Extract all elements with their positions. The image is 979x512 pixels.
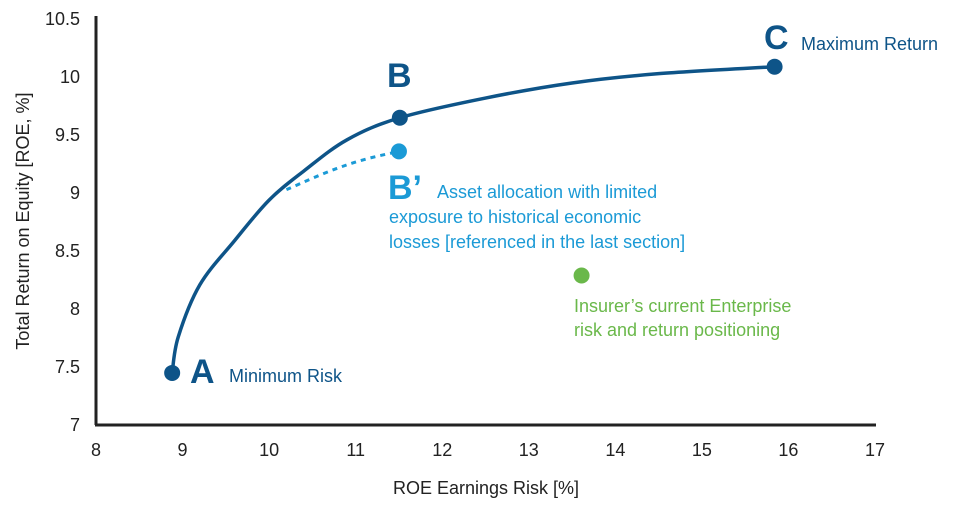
point-bprime-marker xyxy=(390,143,407,160)
point-a-desc: Minimum Risk xyxy=(229,366,343,386)
point-bprime-desc-line3: losses [referenced in the last section] xyxy=(389,232,685,252)
y-tick-label: 7 xyxy=(70,415,80,435)
y-tick-label: 7.5 xyxy=(55,357,80,377)
x-tick-label: 11 xyxy=(346,440,365,460)
x-axis-label: ROE Earnings Risk [%] xyxy=(393,478,579,498)
point-bprime-desc-line2: exposure to historical economic xyxy=(389,207,641,227)
x-tick-label: 12 xyxy=(432,440,452,460)
y-tick-label: 9 xyxy=(70,183,80,203)
x-tick-label: 14 xyxy=(605,440,625,460)
y-axis-label: Total Return on Equity [ROE, %] xyxy=(13,92,33,349)
y-tick-label: 10 xyxy=(60,67,80,87)
x-tick-label: 9 xyxy=(178,440,188,460)
efficient-frontier-curve xyxy=(170,64,775,374)
point-c-letter: C xyxy=(764,19,789,57)
point-c-marker xyxy=(766,58,783,75)
x-tick-label: 17 xyxy=(865,440,885,460)
limited-exposure-curve xyxy=(285,149,400,192)
series-layer xyxy=(170,64,775,374)
point-b-letter: B xyxy=(387,57,412,95)
x-tick-label: 15 xyxy=(692,440,712,460)
point-bprime-desc-line1: Asset allocation with limited xyxy=(437,182,657,202)
current-position-line2: risk and return positioning xyxy=(574,320,780,340)
x-tick-label: 13 xyxy=(519,440,539,460)
point-bprime-letter: B’ xyxy=(388,169,422,207)
current-position-line1: Insurer’s current Enterprise xyxy=(574,296,791,316)
x-tick-label: 10 xyxy=(259,440,279,460)
point-c-label: C Maximum Return xyxy=(764,19,938,57)
point-current-marker xyxy=(573,267,590,284)
x-tick-label: 16 xyxy=(778,440,798,460)
y-tick-label: 10.5 xyxy=(45,9,80,29)
x-tick-label: 8 xyxy=(91,440,101,460)
y-tick-labels: 7 7.5 8 8.5 9 9.5 10 10.5 xyxy=(45,9,80,435)
y-tick-label: 8 xyxy=(70,299,80,319)
axes xyxy=(94,16,876,427)
points-layer xyxy=(164,58,783,381)
y-tick-label: 9.5 xyxy=(55,125,80,145)
x-tick-labels: 8 9 10 11 12 13 14 15 16 17 xyxy=(91,440,885,460)
current-position-label: Insurer’s current Enterprise risk and re… xyxy=(574,296,791,340)
point-a-letter: A xyxy=(190,353,215,391)
point-a-label: A Minimum Risk xyxy=(190,353,343,391)
point-a-marker xyxy=(164,364,181,381)
point-b-label: B xyxy=(387,57,412,95)
point-b-marker xyxy=(391,109,408,126)
point-c-desc: Maximum Return xyxy=(801,34,938,54)
point-bprime-label: B’ Asset allocation with limited exposur… xyxy=(388,169,685,252)
y-tick-label: 8.5 xyxy=(55,241,80,261)
